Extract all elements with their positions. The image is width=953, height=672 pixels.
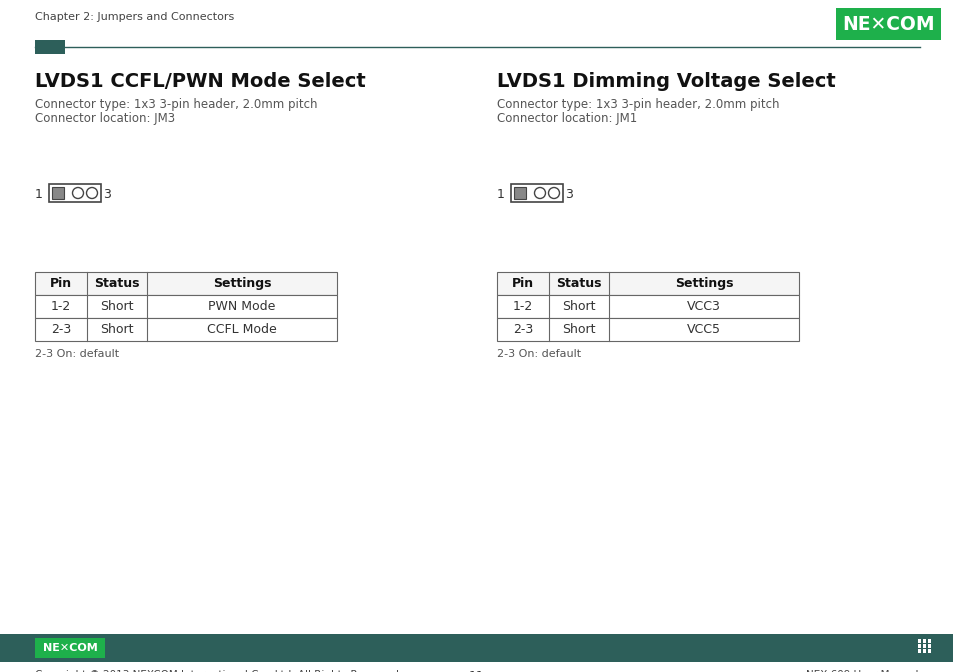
Text: Status: Status <box>94 277 139 290</box>
Text: LVDS1 Dimming Voltage Select: LVDS1 Dimming Voltage Select <box>497 72 835 91</box>
Text: Short: Short <box>100 300 133 313</box>
Bar <box>497 295 799 318</box>
Text: VCC5: VCC5 <box>686 323 720 336</box>
Bar <box>917 649 921 653</box>
Text: Settings: Settings <box>674 277 733 290</box>
Bar <box>923 644 925 648</box>
Text: VCC3: VCC3 <box>686 300 720 313</box>
Text: LVDS1 CCFL/PWN Mode Select: LVDS1 CCFL/PWN Mode Select <box>35 72 365 91</box>
Bar <box>49 184 101 202</box>
Text: 2-3 On: default: 2-3 On: default <box>497 349 580 359</box>
Text: NEX 609 User Manual: NEX 609 User Manual <box>805 670 918 672</box>
Bar <box>511 184 562 202</box>
Bar <box>923 649 925 653</box>
Text: Connector type: 1x3 3-pin header, 2.0mm pitch: Connector type: 1x3 3-pin header, 2.0mm … <box>497 98 779 111</box>
Bar <box>927 639 930 642</box>
Text: NE✕COM: NE✕COM <box>841 15 934 34</box>
Bar <box>35 272 336 295</box>
Bar <box>923 639 925 642</box>
Text: Short: Short <box>100 323 133 336</box>
Bar <box>497 272 799 295</box>
Text: Settings: Settings <box>213 277 271 290</box>
Text: 1-2: 1-2 <box>513 300 533 313</box>
Text: PWN Mode: PWN Mode <box>208 300 275 313</box>
Text: Connector location: JM1: Connector location: JM1 <box>497 112 637 125</box>
Text: 3: 3 <box>103 187 111 200</box>
Text: Status: Status <box>556 277 601 290</box>
Text: 2-3: 2-3 <box>513 323 533 336</box>
Text: Short: Short <box>561 323 595 336</box>
Text: Pin: Pin <box>512 277 534 290</box>
Circle shape <box>534 187 545 198</box>
Text: Connector type: 1x3 3-pin header, 2.0mm pitch: Connector type: 1x3 3-pin header, 2.0mm … <box>35 98 317 111</box>
Text: 11: 11 <box>469 670 484 672</box>
Bar <box>497 318 799 341</box>
Text: Copyright © 2013 NEXCOM International Co., Ltd. All Rights Reserved.: Copyright © 2013 NEXCOM International Co… <box>35 670 402 672</box>
Bar <box>0 634 953 662</box>
Bar <box>927 649 930 653</box>
Circle shape <box>548 187 558 198</box>
Bar <box>514 187 525 199</box>
Text: Short: Short <box>561 300 595 313</box>
Bar <box>52 187 64 199</box>
Bar <box>35 40 65 54</box>
Bar <box>927 644 930 648</box>
Circle shape <box>87 187 97 198</box>
Text: NE✕COM: NE✕COM <box>43 643 97 653</box>
Text: CCFL Mode: CCFL Mode <box>207 323 276 336</box>
Bar <box>35 638 105 658</box>
Text: 1-2: 1-2 <box>51 300 71 313</box>
Text: 2-3 On: default: 2-3 On: default <box>35 349 119 359</box>
Bar <box>835 8 940 40</box>
Circle shape <box>72 187 84 198</box>
Text: Connector location: JM3: Connector location: JM3 <box>35 112 175 125</box>
Bar <box>35 295 336 318</box>
Text: 3: 3 <box>564 187 572 200</box>
Bar <box>917 639 921 642</box>
Text: Chapter 2: Jumpers and Connectors: Chapter 2: Jumpers and Connectors <box>35 12 234 22</box>
Text: 1: 1 <box>497 187 504 200</box>
Bar <box>917 644 921 648</box>
Text: 1: 1 <box>35 187 43 200</box>
Bar <box>35 318 336 341</box>
Text: 2-3: 2-3 <box>51 323 71 336</box>
Text: Pin: Pin <box>50 277 72 290</box>
